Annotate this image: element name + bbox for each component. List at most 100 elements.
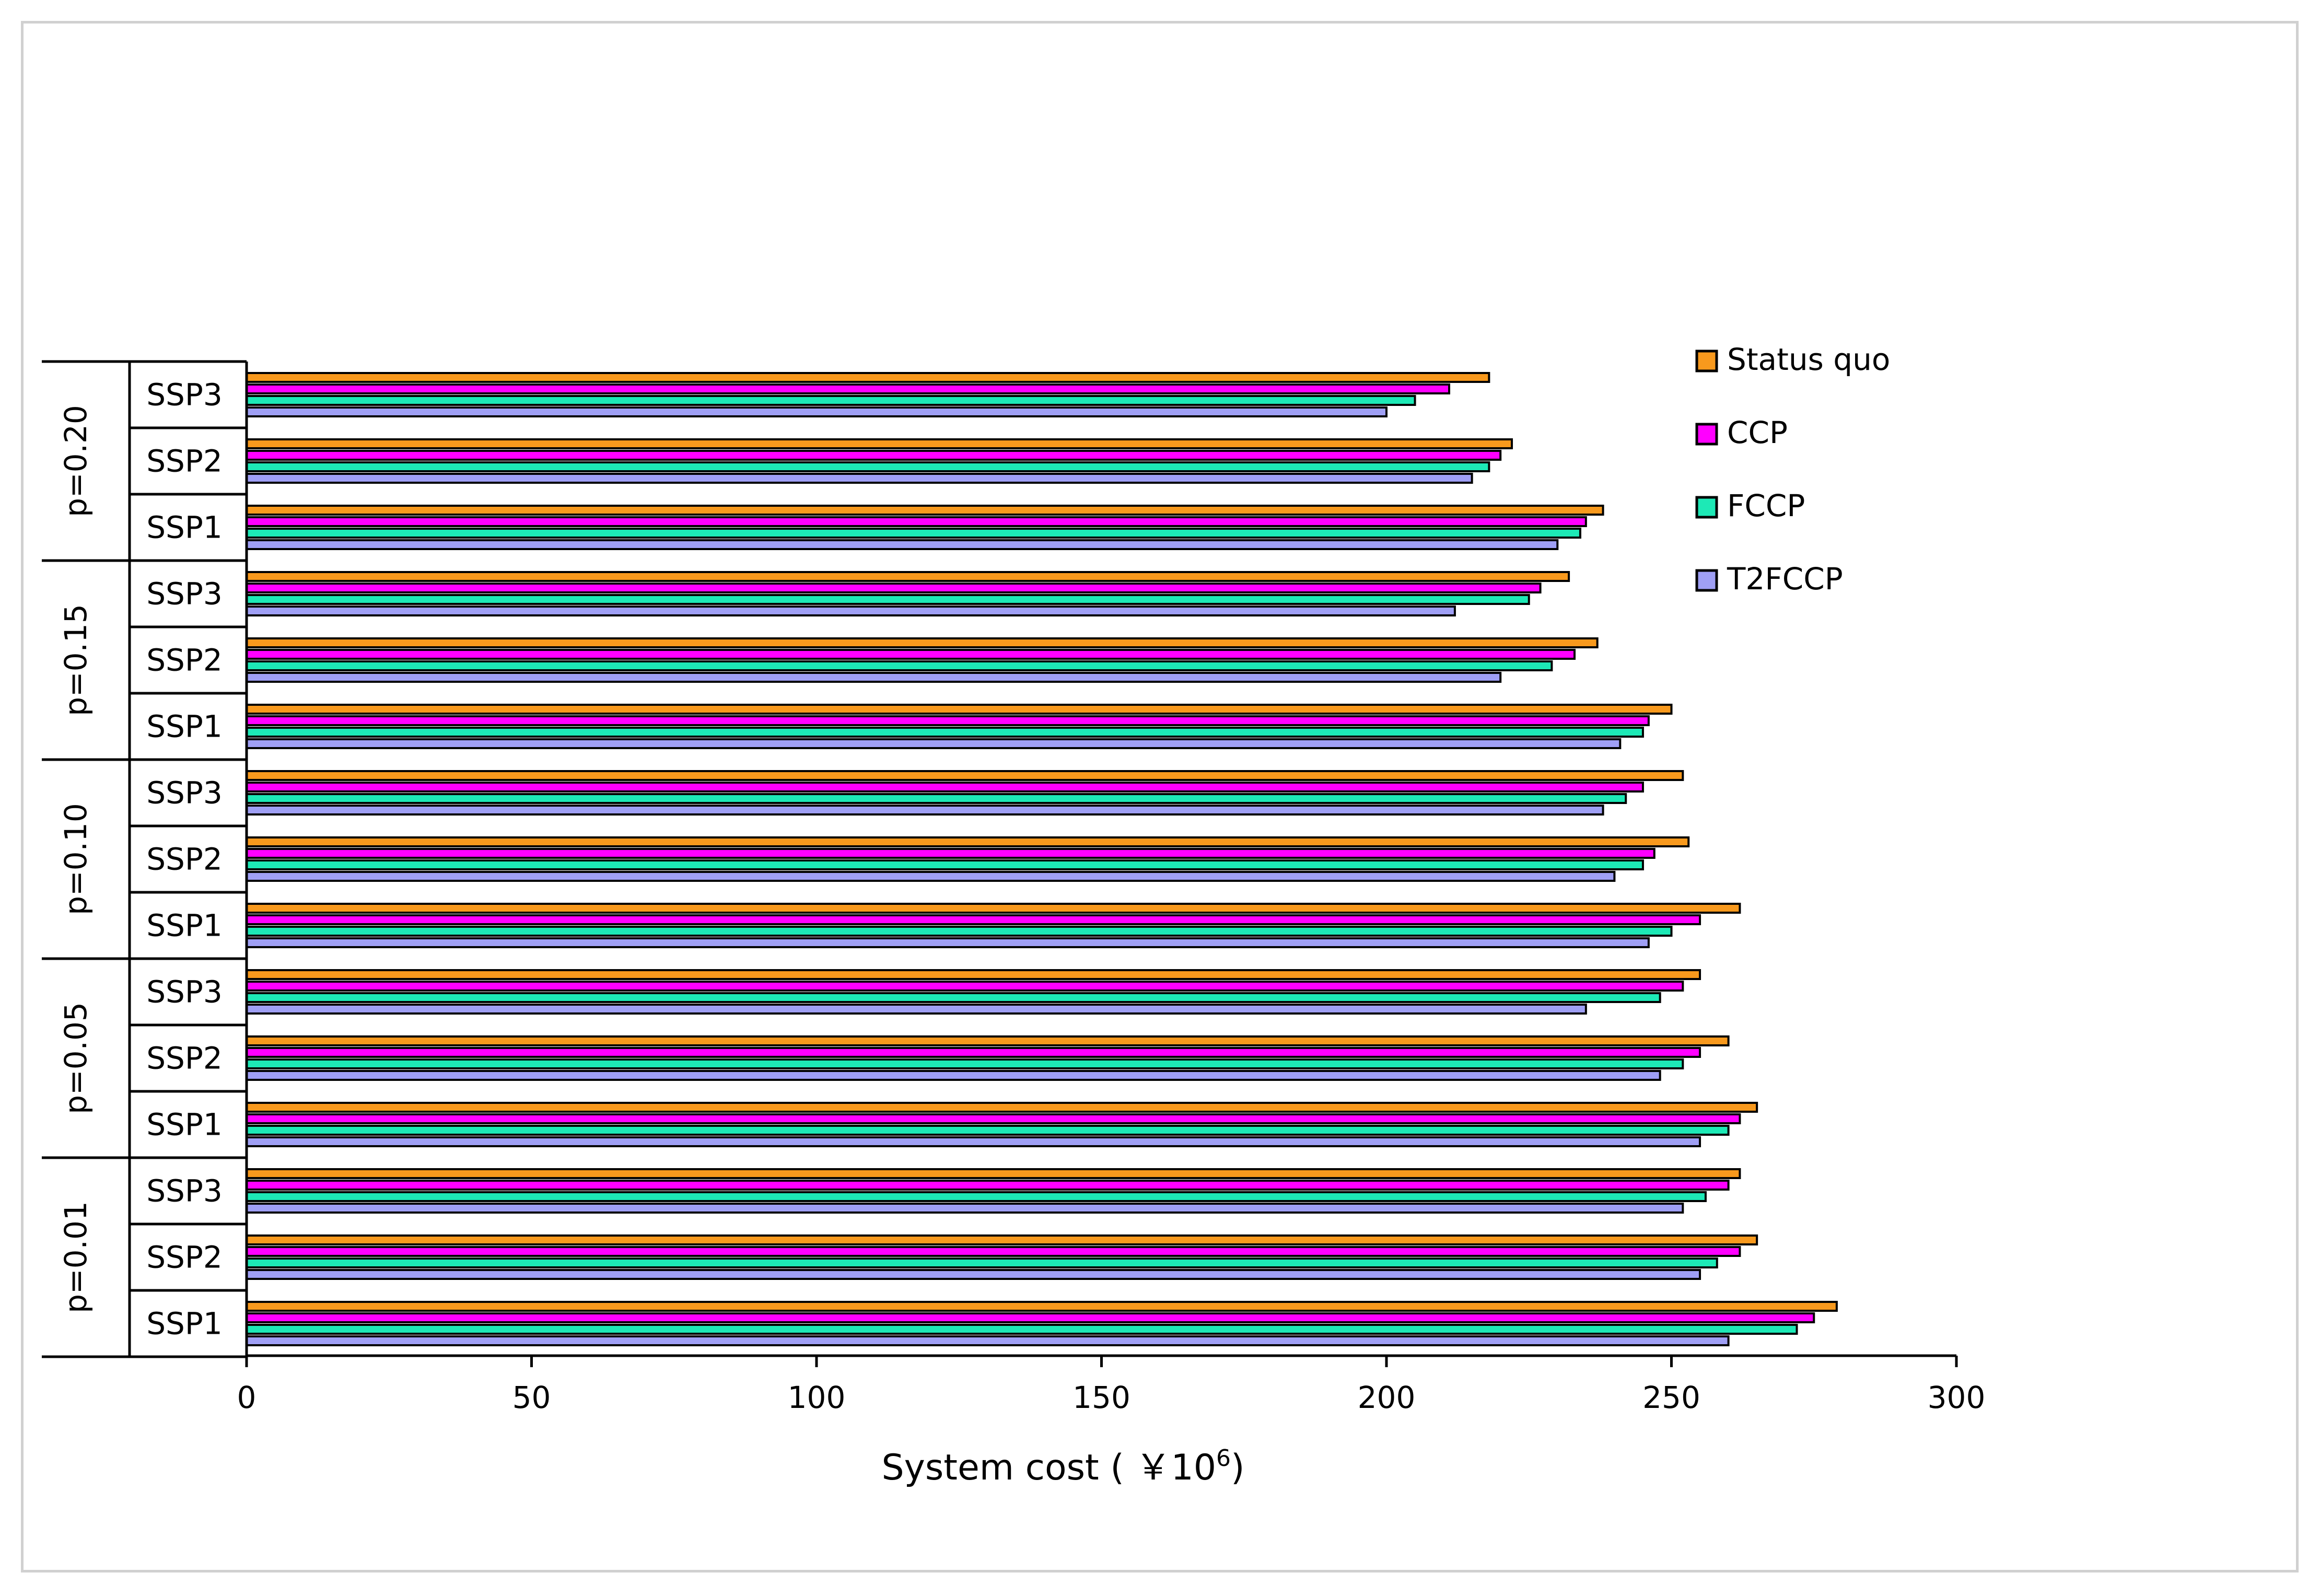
- bars-layer: [246, 372, 1838, 1346]
- category-label: SSP3: [146, 775, 223, 811]
- x-tick-label: 0: [237, 1380, 257, 1415]
- bar: [246, 937, 1650, 948]
- bar: [246, 1234, 1758, 1245]
- bar: [246, 782, 1644, 793]
- bar: [246, 1324, 1798, 1335]
- bar: [246, 1113, 1741, 1124]
- bar: [246, 1004, 1587, 1015]
- bar: [246, 1168, 1741, 1179]
- bar: [246, 1301, 1838, 1312]
- bar: [246, 505, 1604, 516]
- bar: [246, 992, 1661, 1003]
- labels-layer: SSP3 SSP2 SSP1 p=0.20 SSP3 SSP2 SSP1 p=0.15 SSP3…: [58, 377, 1985, 1416]
- legend-swatch: [1695, 496, 1718, 519]
- legend: Status quo CCP FCCP T2FCCP: [1695, 342, 1890, 597]
- bar: [246, 383, 1451, 394]
- category-label: SSP2: [146, 1041, 223, 1076]
- legend-swatch: [1695, 350, 1718, 372]
- bar: [246, 981, 1684, 992]
- bar: [246, 395, 1416, 406]
- bar: [246, 859, 1644, 870]
- bar: [246, 438, 1513, 449]
- bar: [246, 836, 1690, 847]
- x-tick-label: 250: [1642, 1380, 1700, 1415]
- category-label: SSP1: [146, 1107, 223, 1143]
- bar: [246, 528, 1581, 539]
- bar: [246, 1191, 1707, 1202]
- bar: [246, 1047, 1701, 1058]
- bar: [246, 1125, 1730, 1136]
- category-label: SSP1: [146, 908, 223, 943]
- bar: [246, 1035, 1730, 1046]
- x-tick-label: 150: [1072, 1380, 1130, 1415]
- category-label: SSP2: [146, 444, 223, 479]
- x-axis-title-text: System cost ( ￥10: [881, 1447, 1216, 1488]
- group-label: p=0.20: [58, 405, 94, 517]
- category-label: SSP3: [146, 1173, 223, 1209]
- bar: [246, 450, 1502, 461]
- group-label: p=0.15: [58, 604, 94, 716]
- bar: [246, 594, 1530, 605]
- group-label: p=0.10: [58, 803, 94, 915]
- bar: [246, 1257, 1718, 1268]
- bar: [246, 1058, 1684, 1069]
- bar: [246, 1136, 1701, 1147]
- bar: [246, 1312, 1815, 1323]
- legend-swatch: [1695, 569, 1718, 592]
- bar: [246, 539, 1559, 550]
- bar: [246, 406, 1388, 417]
- x-axis-title-close: ): [1231, 1447, 1245, 1488]
- category-label: SSP2: [146, 643, 223, 678]
- x-tick-label: 100: [788, 1380, 846, 1415]
- bar: [246, 1102, 1758, 1113]
- bar: [246, 871, 1616, 882]
- bar: [246, 473, 1473, 484]
- bar: [246, 461, 1490, 472]
- bar: [246, 969, 1701, 980]
- category-label: SSP2: [146, 842, 223, 877]
- bar: [246, 926, 1673, 937]
- bar: [246, 605, 1456, 616]
- category-label: SSP3: [146, 377, 223, 413]
- bar: [246, 1180, 1730, 1191]
- bar: [246, 637, 1599, 648]
- bar: [246, 1070, 1661, 1081]
- group-label: p=0.01: [58, 1201, 94, 1313]
- bar: [246, 571, 1570, 582]
- category-label: SSP3: [146, 974, 223, 1010]
- category-label: SSP3: [146, 576, 223, 612]
- bar: [246, 914, 1701, 925]
- category-label: SSP1: [146, 510, 223, 545]
- bar: [246, 1203, 1684, 1214]
- bar: [246, 1335, 1730, 1346]
- x-axis-title: System cost ( ￥106): [881, 1445, 1244, 1488]
- bar: [246, 770, 1684, 781]
- legend-label: T2FCCP: [1727, 561, 1843, 597]
- bar: [246, 715, 1650, 726]
- x-axis-title-superscript: 6: [1216, 1445, 1231, 1472]
- bar: [246, 704, 1673, 715]
- bar: [246, 372, 1490, 383]
- x-tick-label: 300: [1928, 1380, 1986, 1415]
- bar: [246, 805, 1604, 816]
- category-label: SSP1: [146, 709, 223, 744]
- bar: [246, 516, 1587, 527]
- bar: [246, 1269, 1701, 1280]
- bar: [246, 848, 1656, 859]
- category-label: SSP2: [146, 1240, 223, 1275]
- bar: [246, 583, 1542, 593]
- bar: [246, 793, 1627, 804]
- bar: [246, 727, 1644, 738]
- bar: [246, 903, 1741, 914]
- bar: [246, 738, 1622, 749]
- bar: [246, 672, 1502, 683]
- legend-label: CCP: [1727, 415, 1788, 450]
- legend-label: FCCP: [1727, 488, 1805, 523]
- bar: [246, 660, 1553, 671]
- axes-layer: [42, 360, 1958, 1367]
- category-label: SSP1: [146, 1306, 223, 1342]
- bar: [246, 649, 1576, 660]
- bar: [246, 1246, 1741, 1257]
- legend-swatch: [1695, 423, 1718, 446]
